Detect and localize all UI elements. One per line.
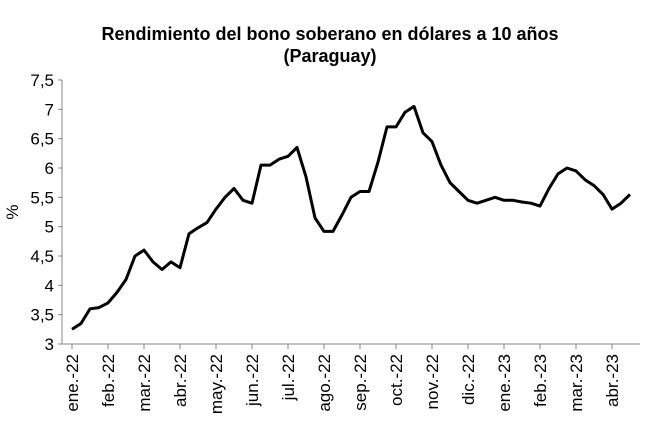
x-tick-label: nov.-22	[423, 354, 442, 409]
x-tick-label: feb.-23	[531, 354, 550, 407]
chart-title: Rendimiento del bono soberano en dólares…	[101, 24, 558, 44]
y-tick-label: 3,5	[30, 306, 54, 325]
x-tick-label: dic.-22	[459, 354, 478, 405]
x-tick-label: mar.-22	[135, 354, 154, 412]
x-tick-label: mar.-23	[567, 354, 586, 412]
x-tick-label: ene.-23	[495, 354, 514, 412]
y-tick-label: 6	[45, 159, 54, 178]
y-tick-label: 4	[45, 276, 54, 295]
y-tick-label: 4,5	[30, 247, 54, 266]
line-series	[71, 104, 632, 331]
x-tick-label: jun.-22	[243, 354, 262, 407]
x-tick-label: abr.-23	[603, 354, 622, 407]
y-tick-label: 7	[45, 100, 54, 119]
y-tick-label: 5,5	[30, 188, 54, 207]
y-tick-label: 3	[45, 335, 54, 354]
x-tick-label: feb.-22	[99, 354, 118, 407]
y-tick-label: 7,5	[30, 71, 54, 90]
x-tick-label: oct.-22	[387, 354, 406, 406]
x-tick-label: sep.-22	[351, 354, 370, 411]
x-tick-label: may.-22	[207, 354, 226, 414]
y-axis-label: %	[3, 204, 22, 219]
x-tick-label: ago.-22	[315, 354, 334, 412]
y-tick-label: 6,5	[30, 130, 54, 149]
y-tick-label: 5	[45, 218, 54, 237]
x-tick-label: ene.-22	[63, 354, 82, 412]
x-tick-label: abr.-22	[171, 354, 190, 407]
x-tick-label: jul.-22	[279, 354, 298, 401]
chart-subtitle: (Paraguay)	[283, 46, 376, 66]
